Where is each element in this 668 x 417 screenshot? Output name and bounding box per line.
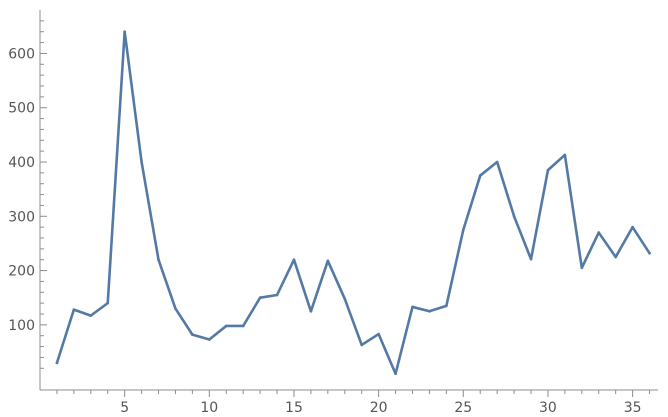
y-axis-ticks [40, 21, 47, 368]
data-point [242, 325, 245, 328]
data-point [547, 169, 550, 172]
x-axis-tick-labels: 5 10 15 20 25 30 35 [120, 400, 641, 416]
data-point [530, 258, 533, 261]
data-point [327, 260, 330, 263]
x-tick-label: 15 [285, 400, 303, 416]
data-point [191, 333, 194, 336]
data-point [597, 231, 600, 234]
data-point [360, 344, 363, 347]
data-point [225, 325, 228, 328]
data-point [648, 252, 651, 255]
data-point [564, 154, 567, 157]
data-point [631, 226, 634, 229]
data-point [140, 161, 143, 164]
x-tick-label: 5 [120, 400, 129, 416]
data-point [208, 338, 211, 341]
y-tick-label: 400 [8, 155, 35, 171]
data-point [496, 161, 499, 164]
data-point [276, 294, 279, 297]
data-point [293, 258, 296, 261]
data-point [89, 314, 92, 317]
data-point [56, 362, 59, 365]
x-tick-label: 25 [454, 400, 472, 416]
y-tick-label: 300 [8, 209, 35, 225]
data-point [462, 229, 465, 232]
x-tick-label: 35 [624, 400, 642, 416]
y-tick-label: 200 [8, 264, 35, 280]
data-point [411, 306, 414, 309]
data-point [479, 174, 482, 177]
data-point [106, 302, 109, 305]
x-tick-label: 20 [370, 400, 388, 416]
data-point [157, 258, 160, 261]
x-axis-ticks [57, 390, 650, 397]
x-tick-label: 10 [200, 400, 218, 416]
y-axis-tick-labels: 100 200 300 400 500 600 [8, 46, 35, 333]
data-point [310, 310, 313, 313]
data-point [174, 307, 177, 310]
y-tick-label: 100 [8, 318, 35, 334]
data-point [614, 256, 617, 259]
data-point [394, 372, 397, 375]
y-tick-label: 500 [8, 101, 35, 117]
data-point [259, 296, 262, 299]
series-line [57, 32, 650, 374]
data-point [123, 30, 126, 33]
data-point [428, 310, 431, 313]
data-point [73, 308, 76, 311]
y-tick-label: 600 [8, 46, 35, 62]
data-point [377, 333, 380, 336]
data-point [513, 215, 516, 218]
data-point [445, 305, 448, 308]
data-point [581, 267, 584, 270]
x-tick-label: 30 [539, 400, 557, 416]
data-point [343, 298, 346, 301]
